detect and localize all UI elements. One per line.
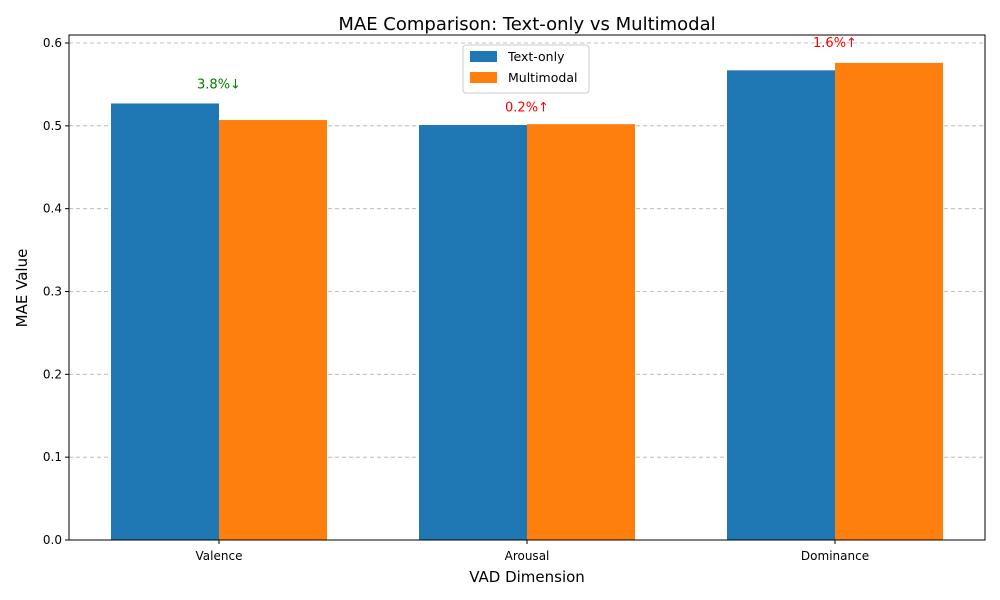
bar-text-only-dominance [727,70,835,541]
legend: Text-only Multimodal [462,44,590,94]
y-tick-label: 0.1 [43,450,62,464]
legend-label-text-only: Text-only [507,49,565,64]
legend-swatch-multimodal [470,72,497,83]
y-tick-label: 0.4 [43,202,62,216]
bar-multimodal-dominance [835,62,943,540]
y-axis: 0.0 0.1 0.2 0.3 0.4 0.5 0.6 [43,36,69,547]
y-tick-label: 0.6 [43,36,62,50]
x-tick-label: Dominance [801,549,869,563]
y-tick-label: 0.3 [43,285,62,299]
x-axis: Valence Arousal Dominance [196,540,869,563]
x-tick-label: Valence [196,549,243,563]
x-tick-label: Arousal [505,549,550,563]
chart-title: MAE Comparison: Text-only vs Multimodal [338,14,715,35]
y-axis-label: MAE Value [13,249,31,328]
y-tick-label: 0.5 [43,119,62,133]
bar-multimodal-valence [219,120,327,540]
y-tick-label: 0.2 [43,367,62,381]
annotations: 3.8%↓ 0.2%↑ 1.6%↑ [197,36,857,116]
bar-multimodal-arousal [527,124,635,540]
x-axis-label: VAD Dimension [469,568,585,586]
y-tick-label: 0.0 [43,533,62,547]
annotation-arousal: 0.2%↑ [505,101,549,116]
annotation-valence: 3.8%↓ [197,77,241,92]
bar-text-only-arousal [419,125,527,540]
annotation-dominance: 1.6%↑ [813,36,857,51]
bars [111,62,943,541]
legend-label-multimodal: Multimodal [508,70,577,85]
legend-swatch-text-only [470,51,497,62]
bar-text-only-valence [111,103,219,541]
